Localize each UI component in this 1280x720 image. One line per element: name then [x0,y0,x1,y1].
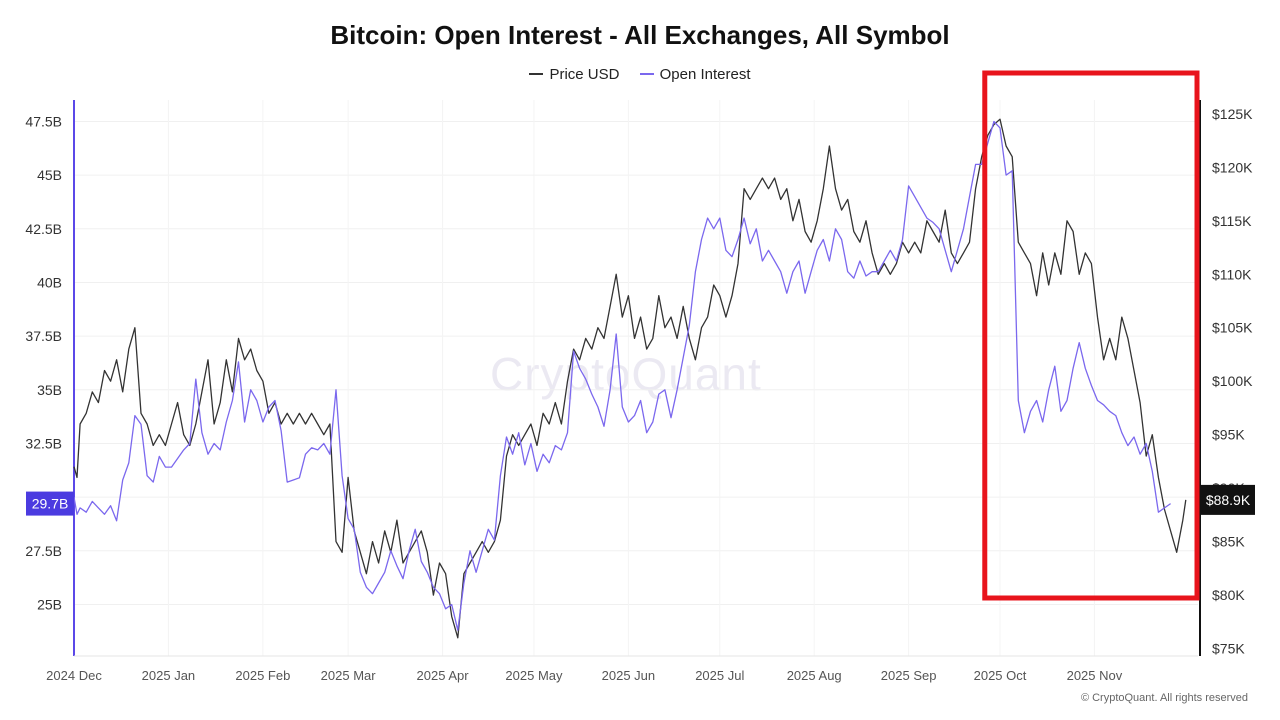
grid-layer [73,100,1198,656]
x-tick-label: 2025 Jan [142,668,196,683]
y-left-tick-label: 37.5B [25,328,62,344]
y-right-tick-label: $80K [1212,587,1245,603]
legend-label-price: Price USD [549,65,620,83]
x-tick-label: 2025 Apr [417,668,470,683]
highlight-layer [982,70,1200,601]
current-oi-label: 29.7B [32,496,69,512]
legend: Price USD Open Interest [0,62,1280,83]
y-left-tick-label: 32.5B [25,435,62,451]
x-tick-label: 2025 Sep [881,668,937,683]
x-tick-label: 2024 Dec [46,668,102,683]
y-left-tick-label: 47.5B [25,113,62,129]
y-left-tick-label: 35B [37,382,62,398]
y-left-tick-label: 45B [37,167,62,183]
x-tick-label: 2025 Nov [1067,668,1123,683]
y-right-tick-label: $85K [1212,534,1245,550]
open-interest-line[interactable] [73,120,1171,631]
labels-layer: 25B27.5B30B32.5B35B37.5B40B42.5B45B47.5B… [25,106,1255,683]
x-tick-label: 2025 Mar [321,668,377,683]
y-right-tick-label: $125K [1212,106,1253,122]
y-right-tick-label: $95K [1212,427,1245,443]
current-price-label: $88.9K [1206,492,1251,508]
y-right-tick-label: $100K [1212,373,1253,389]
legend-item-price[interactable]: Price USD [529,66,619,83]
axes-layer [73,100,1201,657]
chart-title: Bitcoin: Open Interest - All Exchanges, … [330,20,950,50]
watermark: CryptoQuant [490,348,762,400]
y-left-tick-label: 27.5B [25,543,62,559]
x-tick-label: 2025 May [505,668,563,683]
y-right-tick-label: $105K [1212,320,1253,336]
x-tick-label: 2025 Feb [235,668,290,683]
y-right-tick-label: $120K [1212,159,1253,175]
y-left-tick-label: 40B [37,274,62,290]
y-left-tick-label: 25B [37,596,62,612]
series-layer [73,118,1187,639]
x-tick-label: 2025 Oct [974,668,1027,683]
legend-label-open-interest: Open Interest [659,65,751,83]
y-right-tick-label: $75K [1212,641,1245,657]
current-oi-badge [26,491,74,516]
highlight-box [982,70,1200,601]
x-tick-label: 2025 Jun [602,668,656,683]
current-price-badge [1201,484,1255,515]
copyright-notice: © CryptoQuant. All rights reserved [1080,692,1248,704]
legend-swatch-price [529,73,544,75]
x-tick-label: 2025 Jul [695,668,744,683]
x-tick-label: 2025 Aug [787,668,842,683]
legend-swatch-open-interest [639,73,654,75]
legend-item-open-interest[interactable]: Open Interest [639,65,751,83]
y-right-tick-label: $110K [1212,266,1252,282]
y-left-tick-label: 42.5B [25,221,62,237]
price-usd-line[interactable] [73,118,1187,639]
y-right-tick-label: $115K [1212,213,1252,229]
